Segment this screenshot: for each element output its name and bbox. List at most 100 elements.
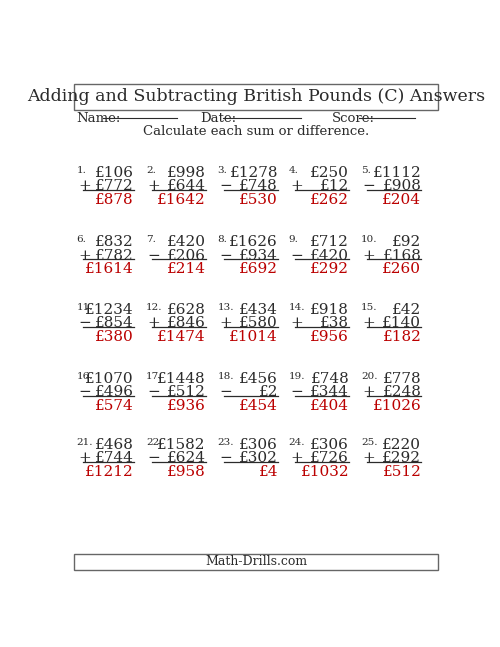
- Text: £1026: £1026: [372, 399, 422, 413]
- Text: £918: £918: [310, 303, 349, 317]
- Text: £712: £712: [310, 236, 349, 250]
- Text: £832: £832: [95, 236, 134, 250]
- Text: Date:: Date:: [200, 112, 236, 125]
- Text: £512: £512: [382, 465, 422, 479]
- Text: +: +: [148, 316, 160, 331]
- Text: 14.: 14.: [289, 303, 306, 313]
- Text: +: +: [78, 179, 91, 193]
- Text: £644: £644: [167, 179, 206, 193]
- Text: £220: £220: [382, 438, 422, 452]
- Text: 2.: 2.: [146, 166, 156, 175]
- Text: £1070: £1070: [85, 372, 134, 386]
- Text: 9.: 9.: [289, 236, 298, 245]
- Text: £292: £292: [382, 451, 422, 465]
- Text: 6.: 6.: [76, 236, 86, 245]
- Text: +: +: [362, 316, 375, 331]
- Text: £496: £496: [95, 385, 134, 399]
- Text: 4.: 4.: [289, 166, 298, 175]
- Bar: [74, 553, 438, 571]
- Text: +: +: [290, 316, 303, 331]
- Text: Score:: Score:: [332, 112, 375, 125]
- Text: Math-Drills.com: Math-Drills.com: [205, 556, 308, 569]
- Text: £1614: £1614: [85, 263, 134, 276]
- Text: £1582: £1582: [158, 438, 206, 452]
- Text: £624: £624: [167, 451, 206, 465]
- Text: −: −: [219, 385, 232, 399]
- Text: £306: £306: [310, 438, 349, 452]
- Text: +: +: [290, 451, 303, 465]
- Text: £772: £772: [95, 179, 134, 193]
- Text: −: −: [290, 248, 303, 263]
- Text: £956: £956: [310, 330, 349, 344]
- Text: −: −: [78, 385, 91, 399]
- Text: £1234: £1234: [85, 303, 134, 317]
- Text: 5.: 5.: [361, 166, 371, 175]
- Text: £248: £248: [382, 385, 422, 399]
- Text: £182: £182: [382, 330, 422, 344]
- Text: +: +: [219, 316, 232, 331]
- Text: 25.: 25.: [361, 438, 378, 447]
- Text: 12.: 12.: [146, 303, 162, 313]
- Text: £262: £262: [310, 193, 349, 207]
- Text: £344: £344: [310, 385, 349, 399]
- Text: +: +: [362, 385, 375, 399]
- Text: 7.: 7.: [146, 236, 156, 245]
- Text: £854: £854: [95, 316, 134, 331]
- Text: 15.: 15.: [361, 303, 378, 313]
- Text: +: +: [362, 248, 375, 263]
- Text: £456: £456: [239, 372, 278, 386]
- Text: £106: £106: [95, 166, 134, 181]
- Text: £530: £530: [239, 193, 278, 207]
- Text: £782: £782: [95, 248, 134, 263]
- Text: £934: £934: [239, 248, 278, 263]
- Text: £404: £404: [310, 399, 349, 413]
- Text: £468: £468: [95, 438, 134, 452]
- Text: £2: £2: [258, 385, 278, 399]
- Text: 8.: 8.: [218, 236, 228, 245]
- Text: £692: £692: [239, 263, 278, 276]
- Text: +: +: [290, 179, 303, 193]
- Text: £628: £628: [167, 303, 206, 317]
- Text: £420: £420: [167, 236, 206, 250]
- Text: £1032: £1032: [300, 465, 349, 479]
- Text: £574: £574: [95, 399, 134, 413]
- Text: £380: £380: [95, 330, 134, 344]
- Text: £42: £42: [392, 303, 422, 317]
- Text: £998: £998: [167, 166, 206, 181]
- Text: £1474: £1474: [157, 330, 206, 344]
- Text: £1278: £1278: [230, 166, 278, 181]
- Text: Calculate each sum or difference.: Calculate each sum or difference.: [143, 125, 370, 138]
- Text: £878: £878: [95, 193, 134, 207]
- Text: £302: £302: [239, 451, 278, 465]
- Text: £12: £12: [320, 179, 349, 193]
- Text: £958: £958: [167, 465, 206, 479]
- Text: £748: £748: [239, 179, 278, 193]
- Text: −: −: [362, 179, 375, 193]
- Text: Name:: Name:: [76, 112, 121, 125]
- Text: £512: £512: [167, 385, 206, 399]
- Text: −: −: [148, 385, 160, 399]
- Text: £908: £908: [382, 179, 422, 193]
- Text: £204: £204: [382, 193, 422, 207]
- Text: −: −: [219, 179, 232, 193]
- Text: £420: £420: [310, 248, 349, 263]
- Text: −: −: [148, 451, 160, 465]
- Text: £38: £38: [320, 316, 349, 331]
- Text: 19.: 19.: [289, 372, 306, 381]
- Text: 20.: 20.: [361, 372, 378, 381]
- Text: £4: £4: [258, 465, 278, 479]
- Text: 10.: 10.: [361, 236, 378, 245]
- Text: 18.: 18.: [218, 372, 234, 381]
- Text: +: +: [78, 248, 91, 263]
- Text: £748: £748: [310, 372, 349, 386]
- Text: 3.: 3.: [218, 166, 228, 175]
- Text: £454: £454: [239, 399, 278, 413]
- Text: £744: £744: [95, 451, 134, 465]
- Text: £206: £206: [167, 248, 206, 263]
- Text: 1.: 1.: [76, 166, 86, 175]
- Text: 24.: 24.: [289, 438, 306, 447]
- Text: £168: £168: [382, 248, 422, 263]
- Text: −: −: [148, 248, 160, 263]
- Text: −: −: [290, 385, 303, 399]
- Text: 16.: 16.: [76, 372, 93, 381]
